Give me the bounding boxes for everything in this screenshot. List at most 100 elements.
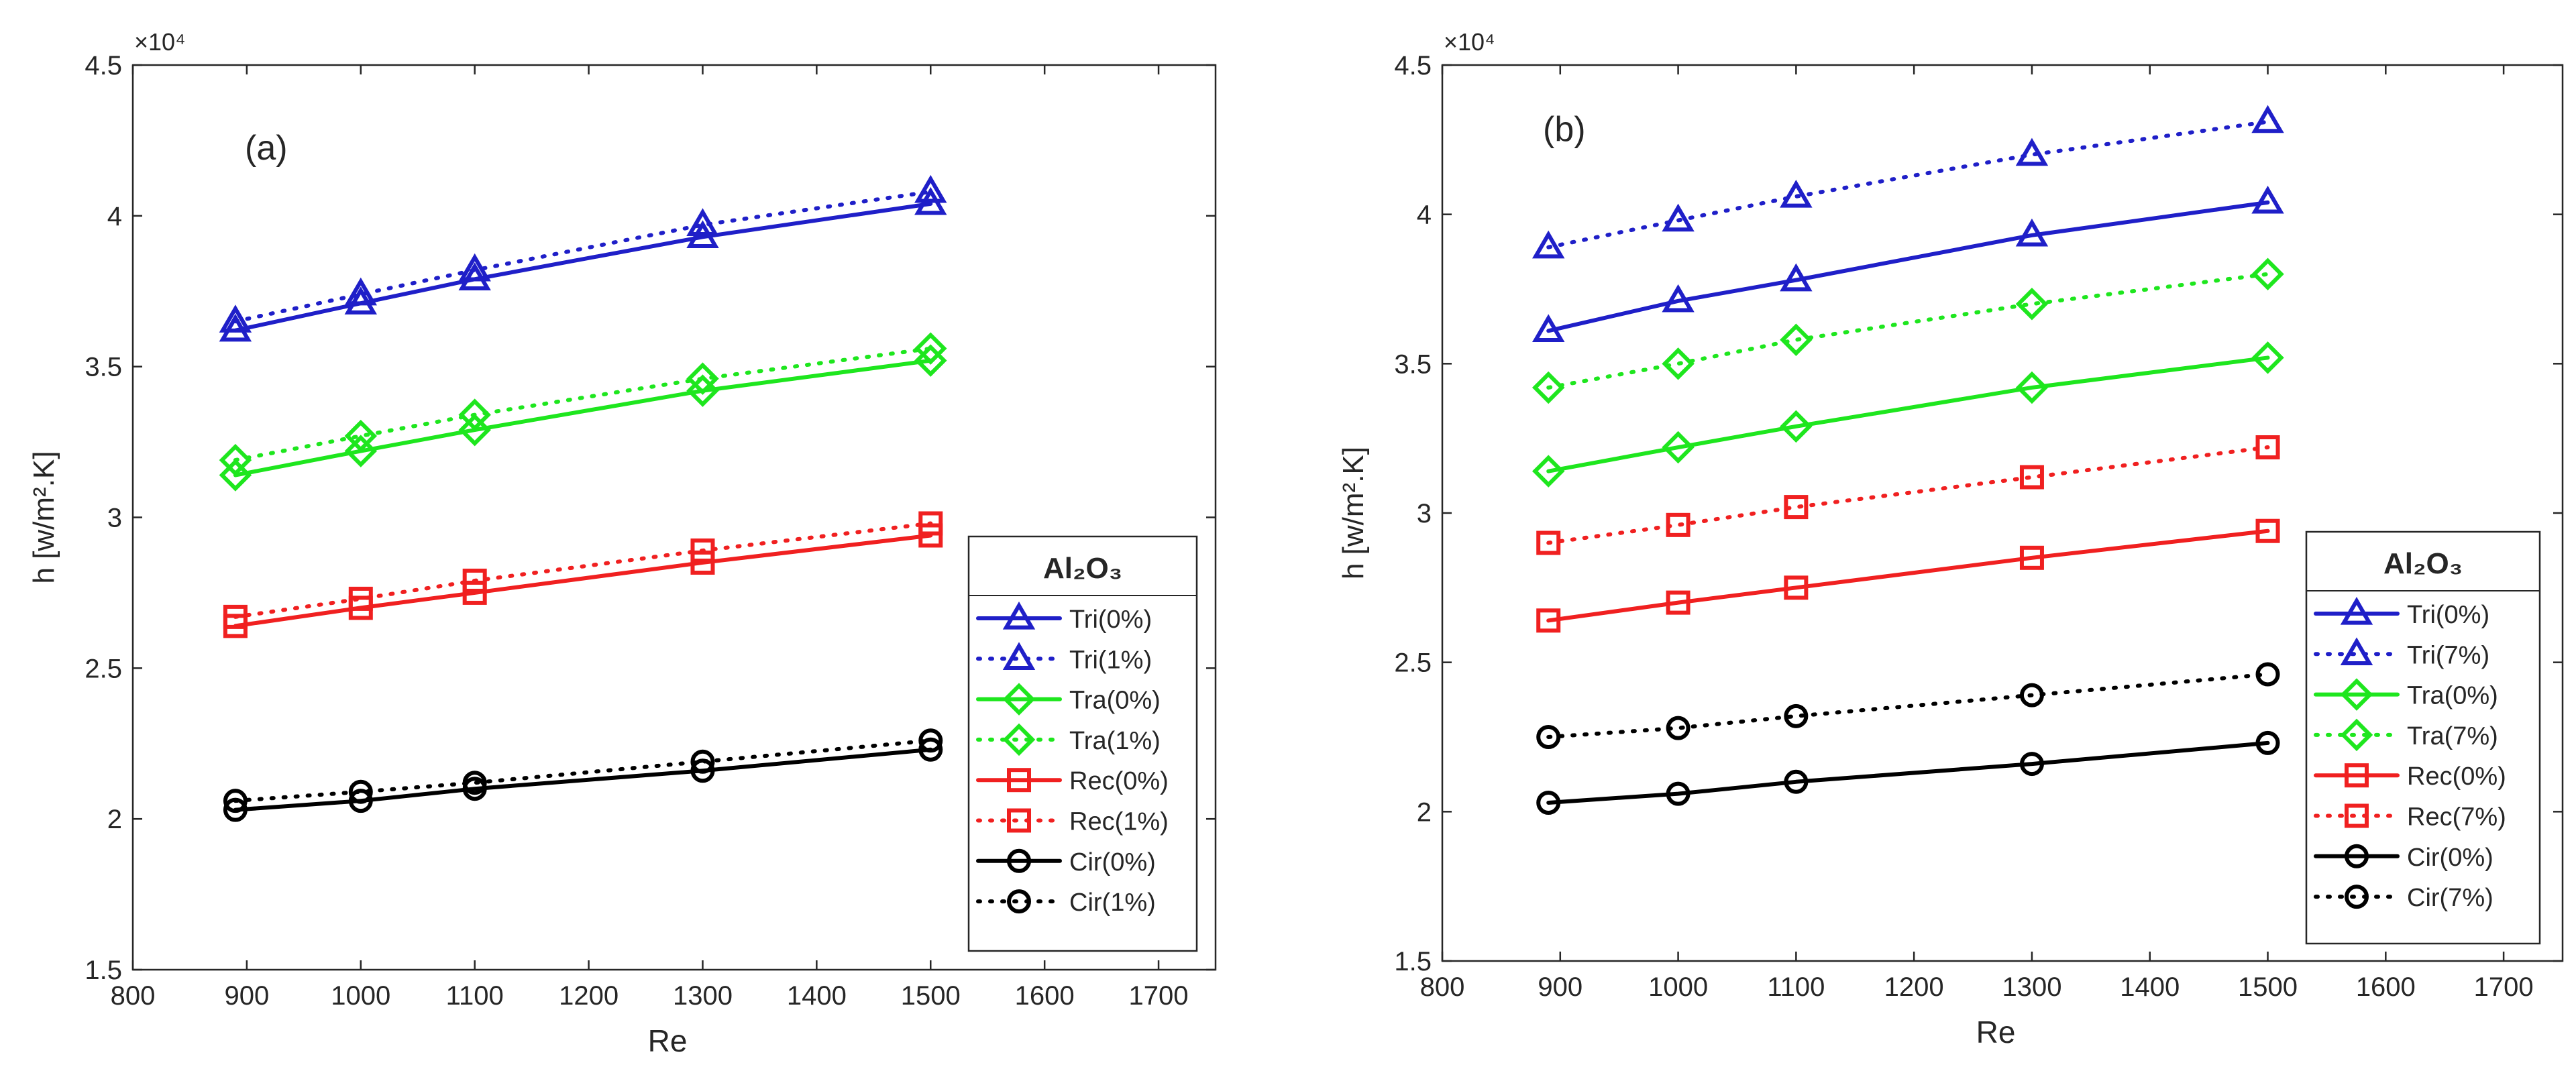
data-point [690, 538, 715, 563]
x-tick-label: 800 [111, 981, 156, 1011]
y-tick-label: 1.5 [85, 956, 122, 985]
data-point [686, 374, 719, 407]
series-tri-7- [1532, 105, 2284, 259]
legend-label: Tra(0%) [2407, 682, 2498, 710]
data-point [348, 789, 373, 813]
panel-label: (b) [1543, 110, 1586, 149]
legend-label: Cir(1%) [1069, 889, 1156, 917]
data-point [2019, 752, 2044, 777]
data-point [1532, 314, 1565, 343]
data-point [2255, 518, 2280, 543]
legend-entry: Tri(0%) [2314, 597, 2489, 629]
legend-entry: Rec(1%) [976, 808, 1169, 836]
x-tick-label: 1200 [1884, 972, 1944, 1002]
legend-entry: Tri(7%) [2314, 637, 2489, 669]
legend-marker [1007, 808, 1031, 833]
y-tick-label: 1.5 [1394, 947, 1432, 976]
y-tick-label: 3 [107, 504, 122, 533]
series-cir-0- [1536, 730, 2280, 815]
data-point [2251, 341, 2284, 374]
series-line [233, 747, 933, 812]
legend-marker [1002, 723, 1036, 756]
data-point [2019, 465, 2044, 490]
series-tri-0- [219, 186, 947, 342]
y-tick-label: 4 [107, 202, 122, 231]
legend-label: Rec(7%) [2407, 803, 2506, 832]
data-point [1532, 230, 1565, 259]
legend-marker [2340, 718, 2373, 752]
data-point [914, 332, 947, 365]
legend-entry: Tra(0%) [2314, 678, 2498, 711]
series-line [233, 358, 933, 477]
chart-panel-b: 800 900 1000 1100 1200 1300 1400 1500 1600 1700 1.… [1337, 28, 2564, 1050]
data-point [2251, 105, 2284, 133]
data-point [2015, 371, 2049, 404]
x-tick-label: 1300 [2002, 972, 2061, 1002]
data-point [458, 413, 491, 447]
legend-label: Tra(1%) [1069, 727, 1161, 755]
legend-label: Cir(0%) [1069, 848, 1156, 876]
data-point [1536, 530, 1561, 555]
data-point [462, 771, 487, 795]
y-tick-label: 2 [1417, 797, 1432, 827]
data-point [2015, 137, 2049, 166]
data-point [1784, 575, 1809, 600]
data-point [1780, 410, 1813, 443]
legend-entry: Tra(7%) [2314, 718, 2498, 752]
legend-box [967, 535, 1198, 952]
data-point [2019, 545, 2044, 570]
series-line [233, 738, 933, 803]
legend-label: Rec(0%) [1069, 767, 1169, 795]
legend-entry: Tra(0%) [976, 683, 1161, 716]
data-point [690, 749, 715, 774]
data-point [2255, 730, 2280, 755]
legend-marker [1002, 642, 1036, 670]
legend-marker [2345, 885, 2369, 909]
legend-marker [2345, 844, 2369, 868]
data-point [686, 208, 719, 237]
data-point [219, 304, 252, 333]
data-point [462, 568, 487, 593]
data-point [348, 586, 373, 611]
data-point [1666, 590, 1690, 615]
data-point [918, 737, 943, 762]
legend-entry: Tri(0%) [976, 602, 1152, 634]
series-rec-0- [1536, 518, 2280, 633]
data-point [1536, 608, 1561, 633]
data-point [1780, 323, 1813, 356]
panel-label: (a) [245, 129, 288, 168]
x-tick-label: 1100 [446, 981, 504, 1011]
y-multiplier: ×10⁴ [1444, 28, 1495, 56]
data-point [1662, 431, 1695, 464]
series-line [1546, 672, 2270, 739]
legend-label: Cir(0%) [2407, 844, 2493, 872]
series-cir-1- [223, 728, 943, 813]
data-point [2019, 683, 2044, 708]
x-tick-label: 1200 [559, 981, 619, 1011]
series-rec-0- [223, 523, 943, 638]
series-cir-0- [223, 737, 943, 822]
data-point [914, 344, 947, 377]
legend-label: Tra(7%) [2407, 722, 2498, 750]
legend-entry: Rec(0%) [2314, 762, 2506, 791]
y-axis-label: h [w/m².K] [1337, 447, 1370, 579]
legend-label: Tri(1%) [1069, 646, 1152, 674]
y-tick-label: 3.5 [85, 353, 122, 382]
series-rec-7- [1536, 435, 2280, 555]
series-line [233, 533, 933, 628]
data-point [1666, 716, 1690, 740]
x-tick-label: 1400 [2120, 972, 2180, 1002]
series-line [1546, 119, 2270, 249]
data-point [1532, 455, 1565, 488]
data-point [1536, 725, 1561, 749]
legend-label: Rec(1%) [1069, 808, 1169, 836]
data-point [458, 398, 491, 431]
data-point [1780, 179, 1813, 208]
data-point [344, 277, 378, 306]
y-tick-label: 3 [1417, 499, 1432, 528]
data-point [2015, 218, 2049, 247]
legend-label: Cir(7%) [2407, 884, 2493, 912]
x-tick-label: 1000 [331, 981, 390, 1011]
legend-title: Al₂O₃ [1043, 552, 1122, 585]
data-point [1666, 512, 1690, 537]
